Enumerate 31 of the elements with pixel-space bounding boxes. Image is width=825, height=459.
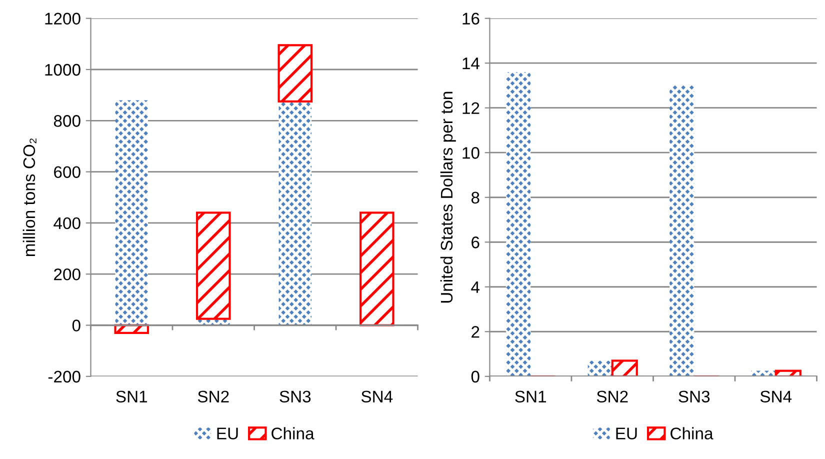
y-tick-label: 600: [54, 166, 80, 178]
y-tick-label: 1200: [45, 12, 80, 25]
y-tick-label: -200: [48, 370, 80, 383]
y-tick-label: 800: [54, 115, 80, 127]
legend-label: EU: [217, 428, 238, 440]
x-tick-label: SN1: [116, 390, 148, 403]
y-tick-label: 200: [54, 268, 80, 280]
x-tick-label: SN3: [280, 390, 311, 403]
y-axis-title: United States Dollars per ton: [440, 92, 456, 303]
x-tick-label: SN2: [198, 390, 229, 403]
x-tick-label: SN3: [678, 390, 710, 403]
y-tick-label: 12: [462, 102, 480, 114]
legend-label: China: [670, 427, 714, 440]
y-tick-label: 0: [471, 370, 480, 383]
y-axis-title: million tons CO₂: [22, 138, 36, 256]
y-tick-label: 14: [462, 58, 480, 70]
x-tick-label: SN4: [361, 390, 393, 403]
y-tick-label: 400: [54, 217, 80, 230]
x-tick-label: SN2: [596, 390, 628, 403]
y-tick-label: 10: [462, 147, 480, 159]
y-tick-label: 16: [462, 12, 480, 25]
y-tick-label: 6: [472, 236, 480, 248]
y-tick-label: 1000: [45, 64, 80, 76]
x-tick-label: SN4: [760, 390, 792, 403]
y-tick-label: 2: [472, 326, 480, 338]
y-tick-label: 4: [471, 281, 480, 293]
x-tick-label: SN1: [515, 390, 546, 403]
legend-label: EU: [616, 428, 637, 440]
y-tick-label: 0: [72, 320, 80, 332]
legend-label: China: [272, 427, 314, 440]
y-tick-label: 8: [471, 192, 480, 204]
